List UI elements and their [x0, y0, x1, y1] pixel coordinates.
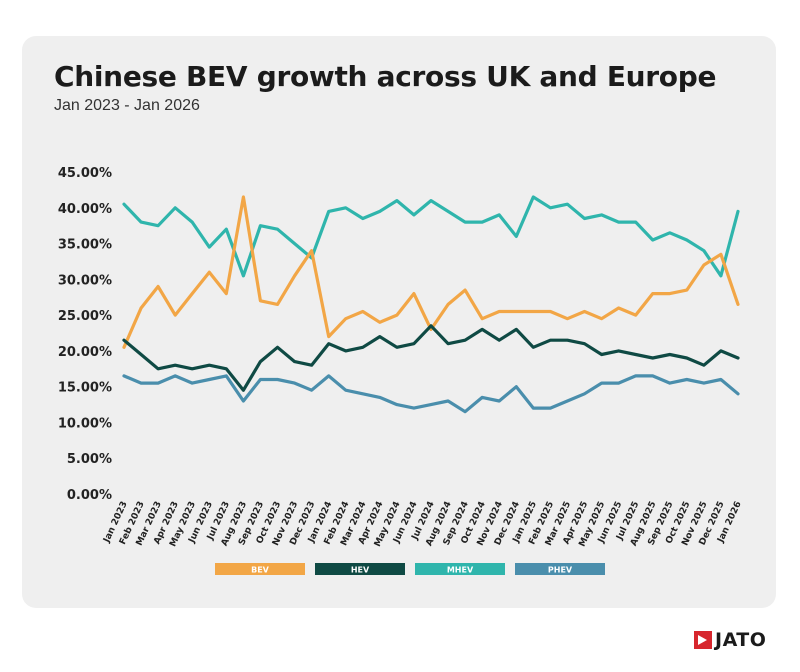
y-tick-label: 30.00%	[58, 273, 112, 288]
legend-swatch-hev	[315, 563, 405, 575]
y-axis: 0.00% 5.00% 10.00% 15.00% 20.00% 25.00% 30.00%…	[58, 166, 112, 503]
series-lines	[122, 195, 740, 414]
y-tick-label: 45.00%	[58, 166, 112, 181]
y-tick-label: 10.00%	[58, 416, 112, 431]
series-line-phev	[122, 374, 740, 414]
series-line-hev	[122, 324, 740, 392]
series-line-mhev	[122, 195, 740, 278]
legend-label-hev: HEV	[351, 566, 370, 575]
y-tick-label: 15.00%	[58, 381, 112, 396]
jato-logo-icon	[694, 631, 712, 649]
chart-card	[22, 36, 776, 608]
legend: BEV HEV MHEV PHEV	[215, 563, 605, 575]
y-tick-label: 25.00%	[58, 309, 112, 324]
y-tick-label: 20.00%	[58, 345, 112, 360]
legend-label-mhev: MHEV	[447, 566, 474, 575]
y-tick-label: 35.00%	[58, 238, 112, 253]
page-subtitle: Jan 2023 - Jan 2026	[54, 97, 200, 114]
page-title: Chinese BEV growth across UK and Europe	[54, 60, 717, 93]
series-line-bev	[122, 195, 740, 349]
y-tick-label: 5.00%	[67, 452, 112, 467]
legend-swatch-bev	[215, 563, 305, 575]
y-tick-label: 40.00%	[58, 202, 112, 217]
jato-logo: JATO	[694, 629, 766, 651]
legend-label-phev: PHEV	[548, 566, 573, 575]
legend-swatch-phev	[515, 563, 605, 575]
legend-label-bev: BEV	[251, 566, 270, 575]
jato-logo-text: JATO	[715, 629, 767, 651]
legend-swatch-mhev	[415, 563, 505, 575]
y-tick-label: 0.00%	[67, 488, 112, 503]
